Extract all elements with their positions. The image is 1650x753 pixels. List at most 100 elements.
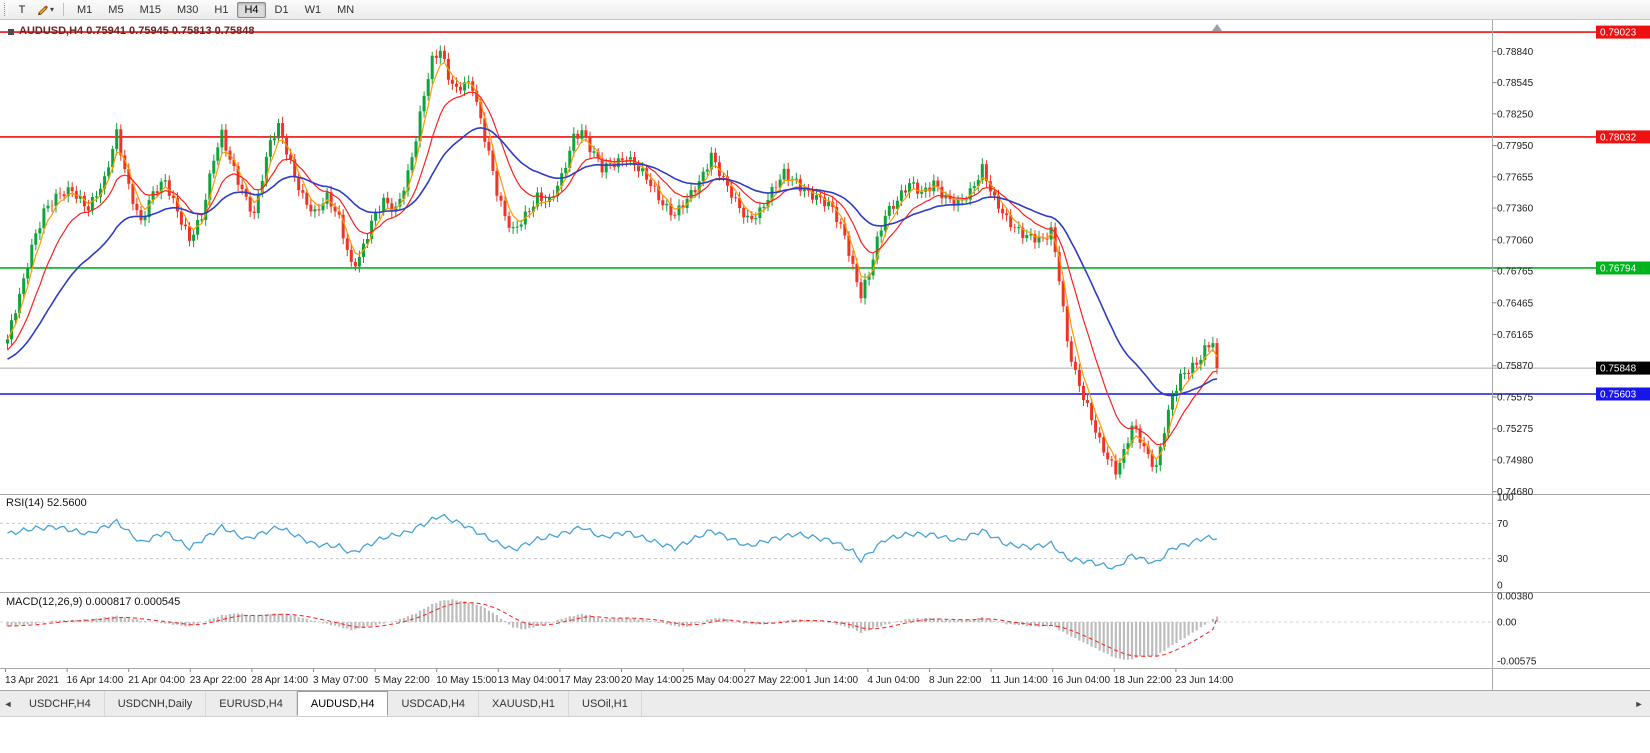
time-axis-label: 16 Apr 14:00: [67, 675, 124, 686]
dropdown-arrow-icon: ▾: [50, 5, 55, 14]
price-badge: 0.76794: [1596, 261, 1650, 275]
timeframe-button-m30[interactable]: M30: [170, 2, 205, 18]
price-axis-label: 0.77060: [1497, 235, 1534, 246]
time-axis-label: 16 Jun 04:00: [1052, 675, 1110, 686]
timeframe-button-m5[interactable]: M5: [101, 2, 130, 18]
toolbar-grip[interactable]: [4, 3, 8, 16]
timeframe-button-m1[interactable]: M1: [70, 2, 99, 18]
tabs-scroll-left-icon[interactable]: ◄: [3, 698, 13, 709]
chart-tab-xauusd[interactable]: XAUUSD,H1: [479, 691, 569, 716]
price-axis-label: 0.78250: [1497, 109, 1534, 120]
macd-axis-label: 0.00380: [1497, 592, 1534, 603]
macd-signal-line: [7, 602, 1218, 657]
chart-shift-marker[interactable]: [1212, 24, 1222, 31]
axes-text-layer: 0.78840 0.78545 0.78250 0.77950 0.77655 0.773…: [5, 24, 1537, 686]
price-axis-label: 0.74680: [1497, 487, 1534, 498]
price-axis-label: 0.76165: [1497, 330, 1534, 341]
candle-bodies-down: [50, 50, 1219, 475]
chart-tab-eurusd[interactable]: EURUSD,H4: [206, 691, 297, 716]
chart-tabs-bar: ◄ USDCHF,H4 USDCNH,Daily EURUSD,H4 AUDUSD,H…: [0, 691, 1650, 717]
timeframe-button-m15[interactable]: M15: [133, 2, 168, 18]
time-axis-label: 1 Jun 14:00: [806, 675, 859, 686]
text-tool-label: T: [18, 3, 26, 16]
time-axis-label: 13 May 04:00: [498, 675, 559, 686]
price-axis-label: 0.74980: [1497, 455, 1534, 466]
candle-wicks-up: [7, 45, 1214, 479]
rsi-axis-label: 100: [1497, 493, 1514, 504]
macd-axis-label: -0.00575: [1497, 657, 1537, 668]
chart-title: AUDUSD,H4 0.75941 0.75945 0.75813 0.7584…: [19, 25, 255, 37]
price-badge: 0.75603: [1596, 387, 1650, 401]
price-badge: 0.79023: [1596, 25, 1650, 39]
svg-text:0.75848: 0.75848: [1600, 364, 1637, 375]
timeframe-button-h4[interactable]: H4: [237, 1, 266, 18]
time-axis-label: 27 May 22:00: [744, 675, 805, 686]
chart-tab-usdcnh[interactable]: USDCNH,Daily: [105, 691, 207, 716]
time-axis-label: 23 Apr 22:00: [190, 675, 247, 686]
ma-slow-line: [7, 126, 1218, 397]
price-axis-label: 0.75870: [1497, 361, 1534, 372]
time-axis-label: 17 May 23:00: [559, 675, 620, 686]
price-axis-label: 0.77950: [1497, 141, 1534, 152]
chart-tab-usdcad[interactable]: USDCAD,H4: [388, 691, 480, 716]
macd-layer: [6, 599, 1219, 660]
tabs-scroll-right-icon[interactable]: ►: [1634, 698, 1644, 709]
rsi-axis-label: 0: [1497, 581, 1503, 592]
time-axis-label: 21 Apr 04:00: [128, 675, 185, 686]
timeframe-button-h1[interactable]: H1: [207, 2, 235, 18]
svg-text:0.75603: 0.75603: [1600, 389, 1637, 400]
toolbar-separator: [63, 3, 65, 16]
price-axis-label: 0.77360: [1497, 204, 1534, 215]
time-axis-label: 28 Apr 14:00: [251, 675, 308, 686]
text-tool-button[interactable]: T: [12, 1, 32, 18]
timeframe-toolbar: T ▾ M1 M5 M15 M30 H1 H4 D1 W1 MN: [0, 0, 1650, 20]
time-axis-label: 11 Jun 14:00: [991, 675, 1049, 686]
svg-text:0.76794: 0.76794: [1600, 263, 1637, 274]
price-axis-label: 0.78840: [1497, 47, 1534, 58]
rsi-line: [7, 513, 1218, 570]
time-axis-label: 5 May 22:00: [375, 675, 430, 686]
moving-averages-layer: [6, 61, 1218, 463]
macd-histogram: [6, 599, 1219, 660]
candle-wicks-down: [51, 45, 1218, 480]
price-badges-layer: 0.79023 0.78032 0.76794 0.75603 0.75848: [1596, 25, 1650, 401]
rsi-axis-label: 70: [1497, 519, 1509, 530]
price-axis-label: 0.77655: [1497, 172, 1534, 183]
ma-mid-line: [7, 91, 1218, 446]
chart-tab-usoil[interactable]: USOil,H1: [569, 691, 642, 716]
timeframe-button-mn[interactable]: MN: [330, 2, 361, 18]
macd-label: MACD(12,26,9) 0.000817 0.000545: [6, 596, 181, 608]
chart-tab-usdchf[interactable]: USDCHF,H4: [16, 691, 105, 716]
time-axis-label: 25 May 04:00: [683, 675, 744, 686]
chart-tab-audusd[interactable]: AUDUSD,H4: [296, 691, 389, 716]
time-axis-label: 4 Jun 04:00: [867, 675, 920, 686]
time-axis-label: 10 May 15:00: [436, 675, 497, 686]
price-axis-label: 0.76465: [1497, 298, 1534, 309]
chart-marker-icon: [8, 29, 14, 35]
time-axis-label: 8 Jun 22:00: [929, 675, 982, 686]
time-axis-label: 23 Jun 14:00: [1175, 675, 1233, 686]
timeframe-buttons: M1 M5 M15 M30 H1 H4 D1 W1 MN: [69, 1, 362, 18]
ma-fast-line: [6, 61, 1218, 463]
timeframe-button-d1[interactable]: D1: [268, 2, 296, 18]
price-axis-label: 0.76765: [1497, 267, 1534, 278]
svg-text:0.78032: 0.78032: [1600, 132, 1637, 143]
drawing-tool-button[interactable]: ▾: [32, 1, 58, 18]
separators-layer: [0, 20, 1650, 691]
rsi-label: RSI(14) 52.5600: [6, 497, 87, 509]
price-axis-label: 0.78545: [1497, 78, 1534, 89]
timeframe-button-w1[interactable]: W1: [298, 2, 329, 18]
candle-bodies-up: [6, 50, 1215, 475]
time-axis-label: 18 Jun 22:00: [1114, 675, 1172, 686]
chart-tabs: USDCHF,H4 USDCNH,Daily EURUSD,H4 AUDUSD,H4 U…: [16, 691, 642, 716]
rsi-axis-label: 30: [1497, 554, 1509, 565]
macd-axis-label: 0.00: [1497, 618, 1517, 629]
levels-layer: [0, 31, 1650, 395]
price-axis-label: 0.75575: [1497, 392, 1534, 403]
candles-layer: [6, 45, 1219, 480]
price-axis-label: 0.75275: [1497, 424, 1534, 435]
time-axis-label: 20 May 14:00: [621, 675, 682, 686]
rsi-layer: [7, 513, 1218, 570]
